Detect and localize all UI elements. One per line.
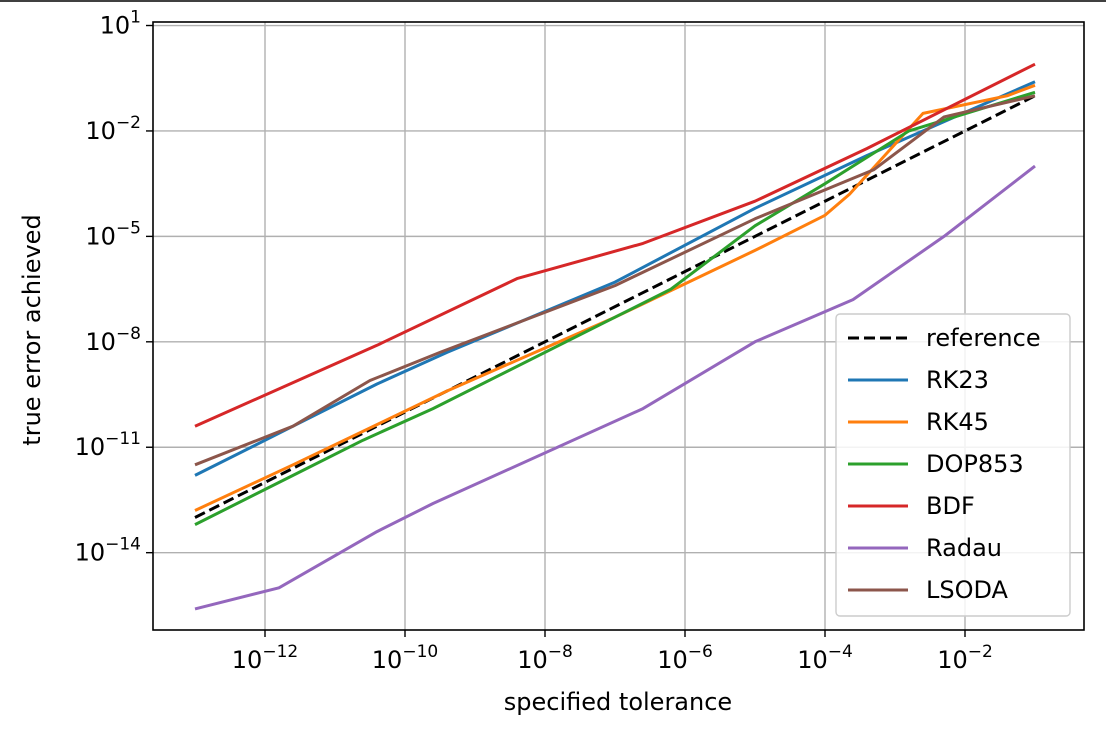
legend-label-dop853: DOP853 bbox=[926, 450, 1024, 478]
x-tick-label: 10−10 bbox=[372, 642, 438, 674]
x-axis-ticks: 10−12 10−10 10−8 10−6 10−4 10−2 bbox=[232, 630, 993, 674]
tick-exponent: −6 bbox=[688, 642, 713, 662]
series-line-bdf bbox=[194, 62, 1036, 428]
tick-exponent: 1 bbox=[130, 8, 141, 28]
tick-exponent: −2 bbox=[116, 113, 141, 133]
x-tick-label: 10−2 bbox=[937, 642, 993, 674]
tick-exponent: −11 bbox=[105, 429, 141, 449]
x-tick-label: 10−4 bbox=[797, 642, 853, 674]
tick-exponent: −2 bbox=[968, 642, 993, 662]
series-line-dop853 bbox=[194, 90, 1036, 526]
tick-base: 10 bbox=[517, 646, 548, 674]
series-line-reference bbox=[194, 94, 1036, 519]
y-tick-label: 10−5 bbox=[85, 218, 141, 250]
legend-label-rk23: RK23 bbox=[926, 366, 989, 394]
y-tick-label: 10−8 bbox=[85, 324, 141, 356]
series-line-rk23 bbox=[194, 80, 1036, 477]
x-tick-label: 10−12 bbox=[232, 642, 298, 674]
legend-label-lsoda: LSODA bbox=[926, 576, 1009, 604]
x-axis-label: specified tolerance bbox=[504, 688, 732, 716]
legend-label-reference: reference bbox=[926, 324, 1041, 352]
y-tick-label: 101 bbox=[100, 8, 141, 40]
legend-label-rk45: RK45 bbox=[926, 408, 989, 436]
tick-base: 10 bbox=[75, 539, 106, 567]
tick-base: 10 bbox=[100, 12, 131, 40]
x-tick-label: 10−8 bbox=[517, 642, 573, 674]
series-line-rk45 bbox=[194, 83, 1036, 512]
tick-base: 10 bbox=[657, 646, 688, 674]
tick-exponent: −12 bbox=[262, 642, 298, 662]
tick-exponent: −8 bbox=[116, 324, 141, 344]
legend-box bbox=[835, 313, 1071, 617]
tick-exponent: −5 bbox=[116, 218, 141, 238]
legend-label-radau: Radau bbox=[926, 534, 1002, 562]
tick-exponent: −4 bbox=[828, 642, 853, 662]
tick-base: 10 bbox=[232, 646, 263, 674]
y-axis-label: true error achieved bbox=[18, 214, 46, 445]
tick-base: 10 bbox=[75, 433, 106, 461]
tick-base: 10 bbox=[937, 646, 968, 674]
tick-base: 10 bbox=[85, 117, 116, 145]
tick-exponent: −14 bbox=[105, 535, 141, 555]
x-tick-label: 10−6 bbox=[657, 642, 713, 674]
plot-area-frame bbox=[152, 21, 1085, 631]
tick-base: 10 bbox=[85, 222, 116, 250]
series-line-radau bbox=[194, 164, 1036, 611]
tick-exponent: −10 bbox=[402, 642, 438, 662]
series-line-lsoda bbox=[194, 94, 1036, 467]
tick-base: 10 bbox=[797, 646, 828, 674]
y-tick-label: 10−14 bbox=[75, 535, 141, 567]
tick-base: 10 bbox=[85, 328, 116, 356]
y-tick-label: 10−11 bbox=[75, 429, 141, 461]
y-tick-label: 10−2 bbox=[85, 113, 141, 145]
tick-exponent: −8 bbox=[548, 642, 573, 662]
legend: reference RK23 RK45 DOP853 BDF Radau LSODA bbox=[835, 313, 1071, 617]
legend-label-bdf: BDF bbox=[926, 492, 975, 520]
tick-base: 10 bbox=[372, 646, 403, 674]
series-lines bbox=[194, 62, 1036, 611]
